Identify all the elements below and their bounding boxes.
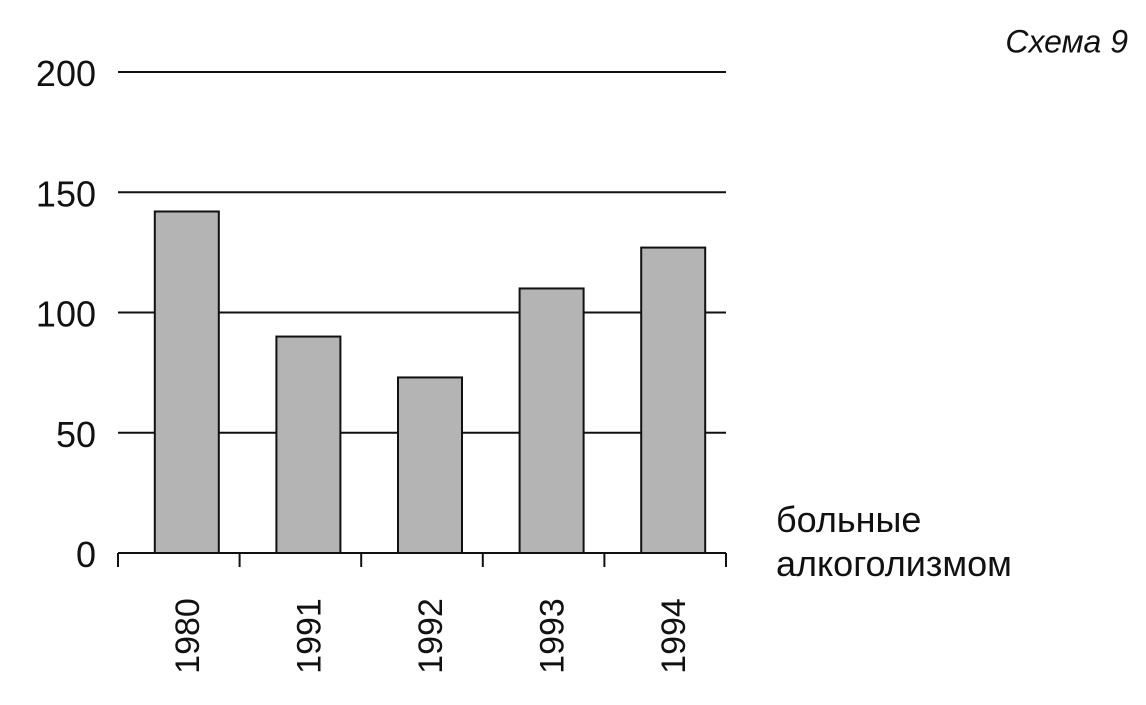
bar [397,376,463,554]
y-tick-label: 50 [56,414,96,455]
x-tick-label: 1994 [655,598,693,674]
bar [640,246,707,554]
y-tick-label: 100 [36,294,96,335]
bar [153,210,220,555]
legend-label: больные алкоголизмом [776,499,1012,584]
x-tick-label: 1993 [534,598,572,674]
y-tick-label: 150 [36,173,96,214]
chart-title: Схема 9 [1005,23,1128,59]
y-tick-label: 200 [36,53,96,94]
y-tick-label: 0 [76,534,96,575]
bar [518,287,585,554]
x-tick-label: 1992 [412,598,450,674]
x-tick-label: 1980 [169,598,207,674]
x-tick-label: 1991 [290,598,328,674]
bar [275,335,342,554]
